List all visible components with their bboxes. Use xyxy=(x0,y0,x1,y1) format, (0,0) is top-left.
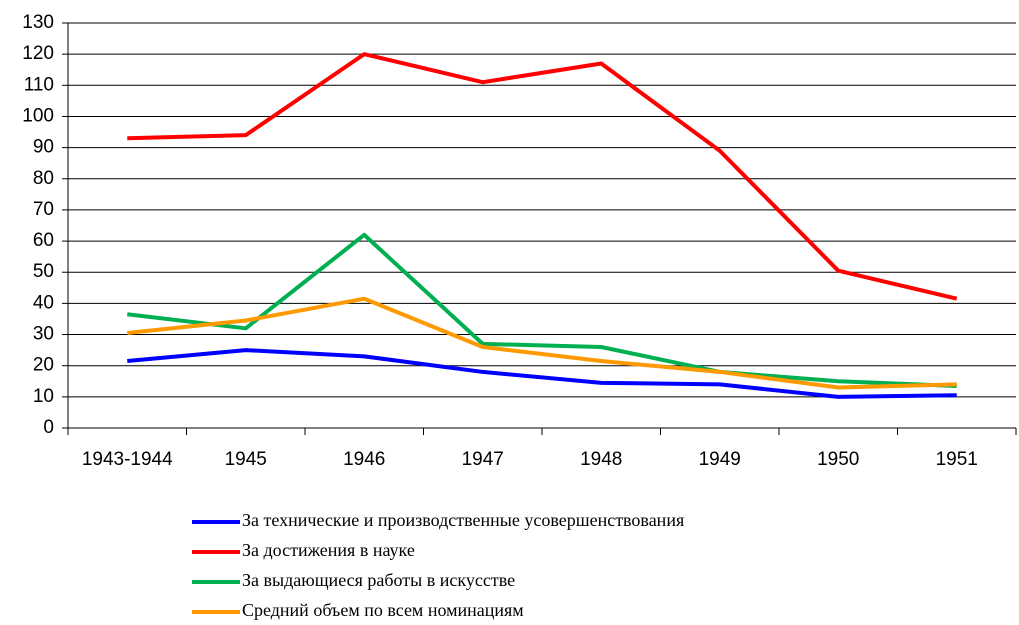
y-tick-label: 10 xyxy=(33,386,54,407)
y-tick-label: 130 xyxy=(22,12,54,33)
y-tick-label: 40 xyxy=(33,292,54,313)
y-tick-label: 90 xyxy=(33,137,54,158)
y-tick-label: 30 xyxy=(33,324,54,345)
legend-label: За достижения в науке xyxy=(242,540,415,560)
y-tick-label: 100 xyxy=(22,105,54,126)
x-tick-label: 1951 xyxy=(936,449,978,470)
y-tick-label: 120 xyxy=(22,43,54,64)
y-tick-label: 60 xyxy=(33,230,54,251)
y-tick-label: 50 xyxy=(33,261,54,282)
legend-label: Средний объем по всем номинациям xyxy=(242,600,524,620)
legend-label: За технические и производственные усовер… xyxy=(242,510,684,530)
series-line xyxy=(127,232,957,388)
x-tick-label: 1943-1944 xyxy=(82,449,173,470)
legend-label: За выдающиеся работы в искусстве xyxy=(242,570,515,590)
series-line xyxy=(127,296,957,390)
y-tick-label: 20 xyxy=(33,355,54,376)
x-tick-label: 1945 xyxy=(225,449,267,470)
y-tick-label: 0 xyxy=(43,417,54,438)
y-tick-label: 110 xyxy=(24,74,54,95)
series-line xyxy=(127,52,958,301)
x-tick-label: 1950 xyxy=(817,449,859,470)
y-tick-label: 70 xyxy=(33,199,54,220)
x-tick-label: 1949 xyxy=(699,449,741,470)
x-tick-label: 1946 xyxy=(343,449,385,470)
y-tick-label: 80 xyxy=(33,168,54,189)
x-tick-label: 1948 xyxy=(580,449,622,470)
series-line xyxy=(127,348,957,399)
x-tick-label: 1947 xyxy=(462,449,504,470)
